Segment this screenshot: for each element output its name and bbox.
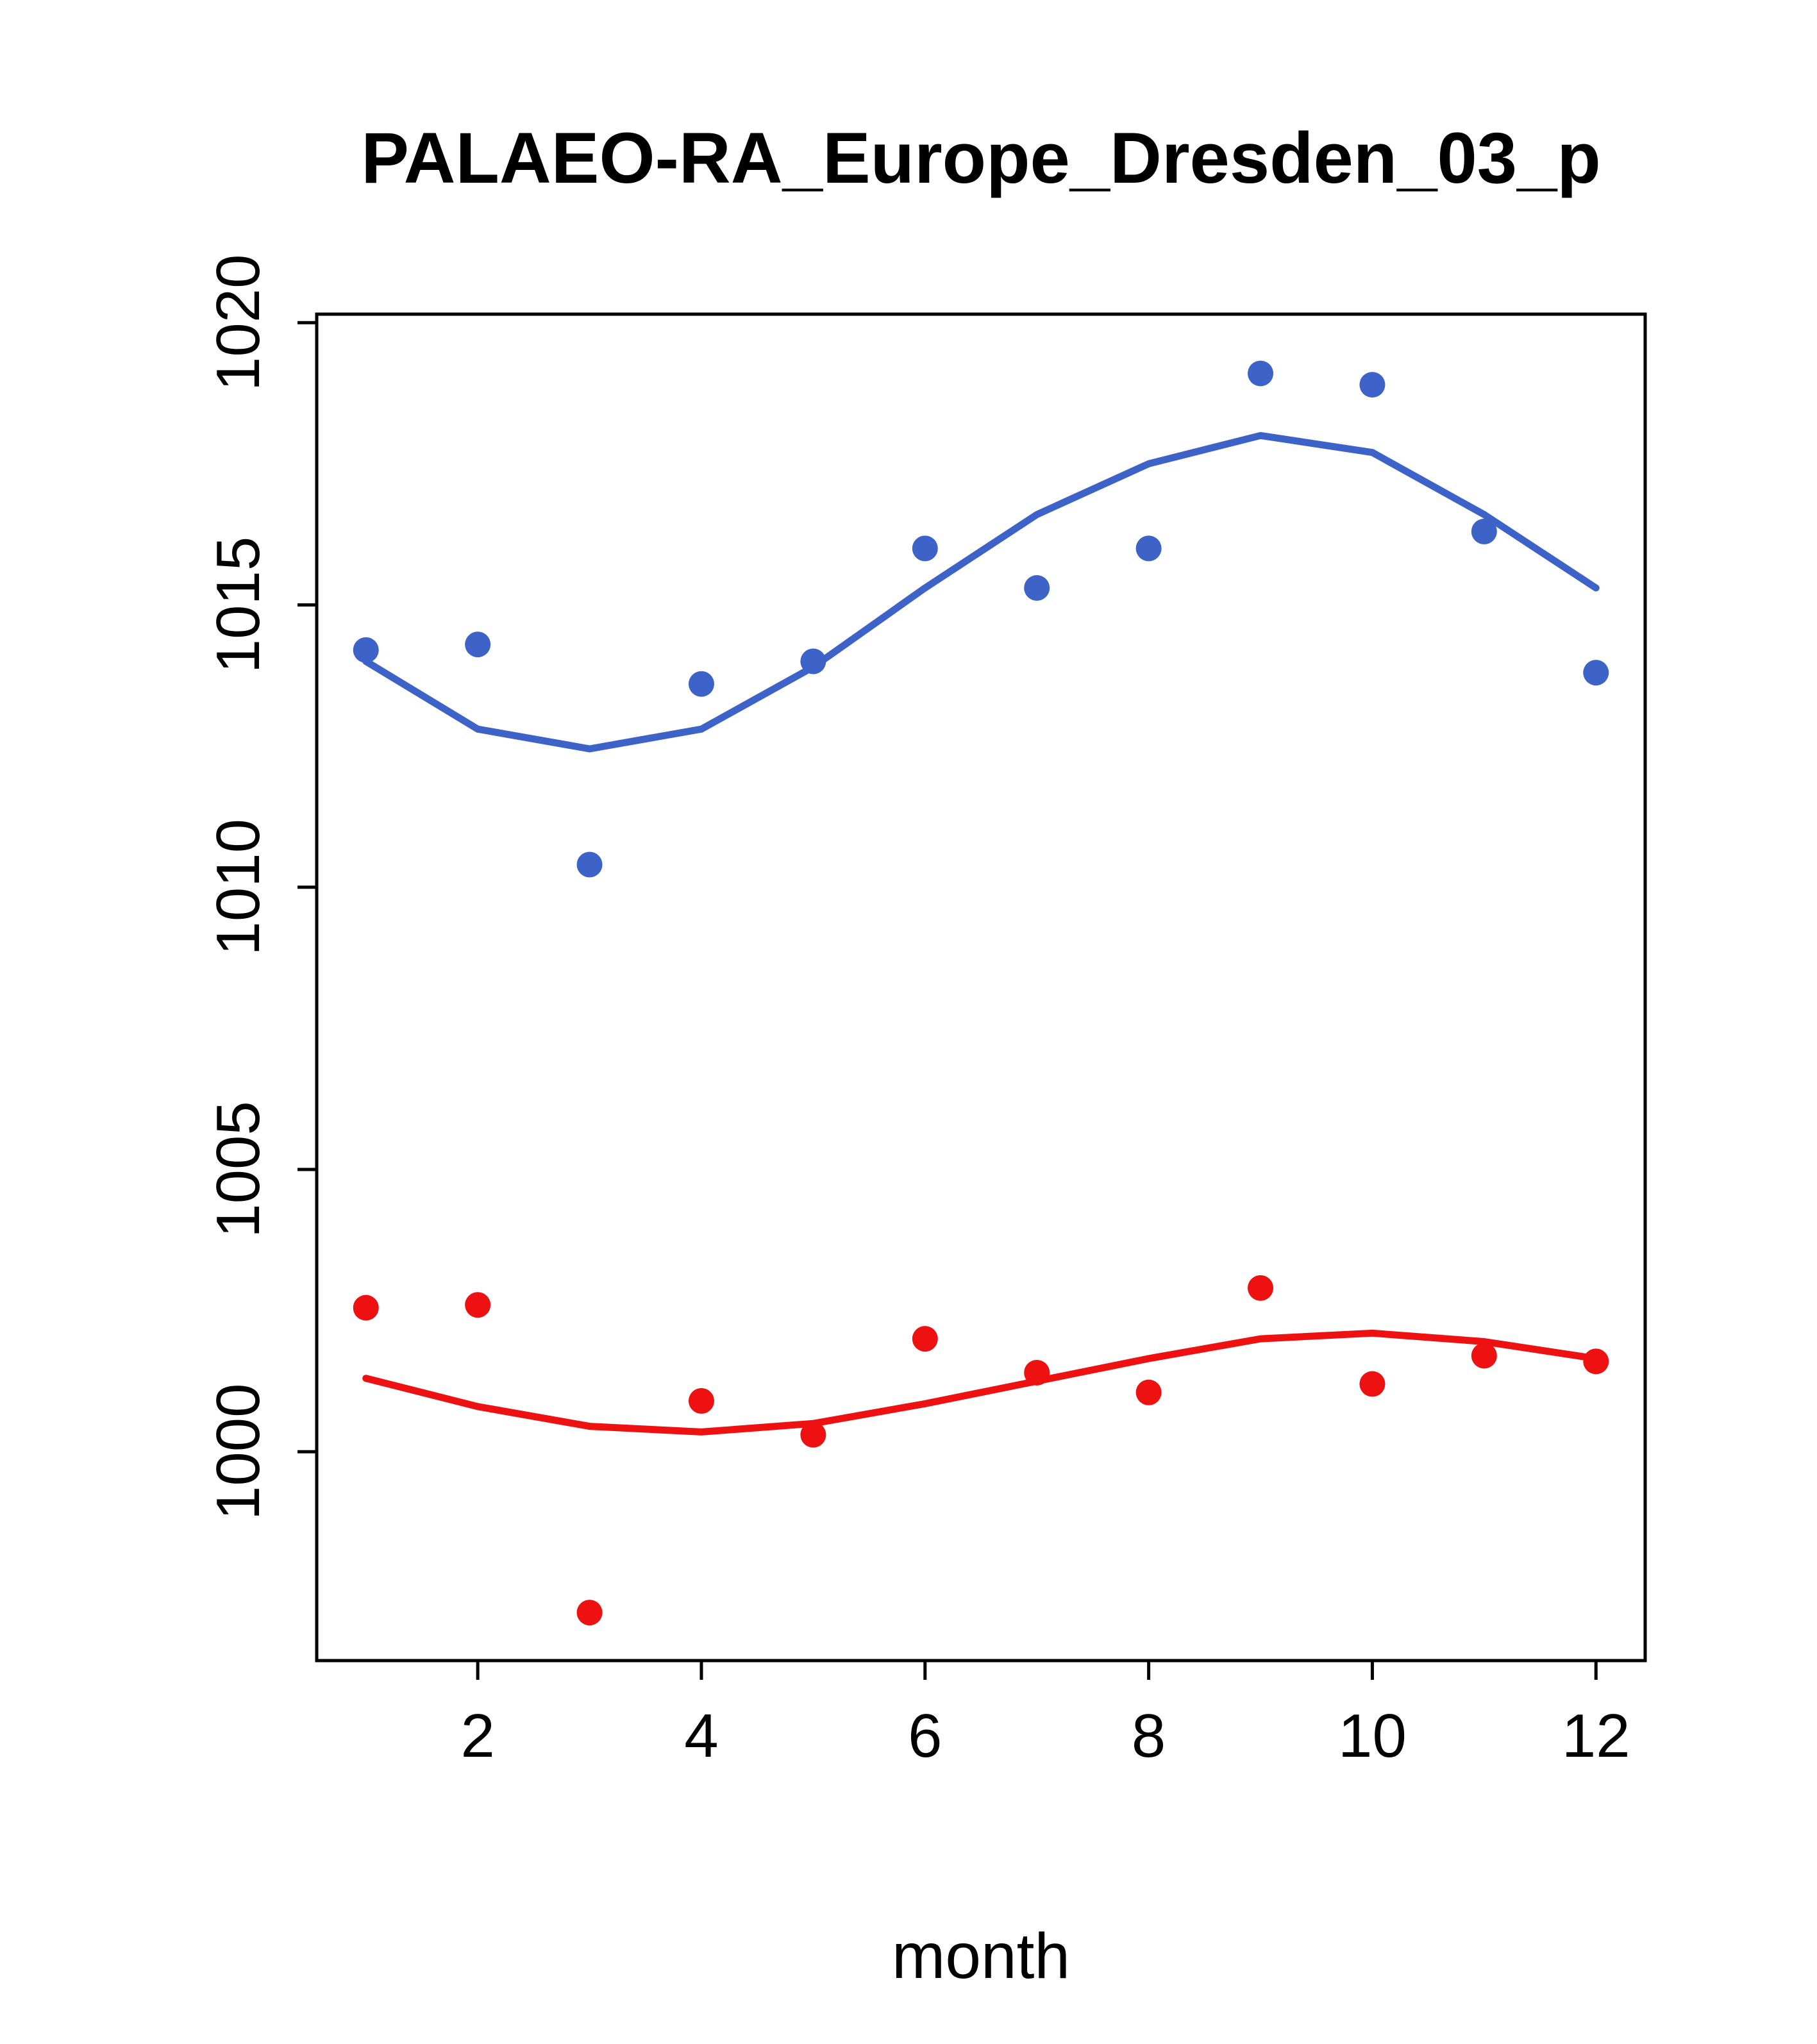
y-tick-label: 1000 bbox=[204, 1383, 272, 1520]
blue-observations-point bbox=[1248, 360, 1274, 387]
x-tick-label: 2 bbox=[460, 1702, 494, 1770]
blue-observations-point bbox=[1024, 575, 1050, 601]
red-observations-point bbox=[1135, 1379, 1162, 1405]
x-tick-label: 12 bbox=[1562, 1702, 1630, 1770]
blue-observations-point bbox=[465, 632, 491, 658]
y-tick-label: 1010 bbox=[204, 819, 272, 956]
red-observations-point bbox=[576, 1600, 603, 1626]
blue-observations-point bbox=[1359, 372, 1386, 398]
y-tick-label: 1015 bbox=[204, 537, 272, 674]
red-observations-point bbox=[465, 1292, 491, 1318]
red-observations-point bbox=[1248, 1275, 1274, 1301]
red-observations-point bbox=[1583, 1348, 1609, 1375]
blue-observations-point bbox=[912, 535, 938, 562]
red-observations-point bbox=[353, 1294, 379, 1321]
blue-observations-point bbox=[688, 671, 714, 697]
y-tick-label: 1005 bbox=[204, 1101, 272, 1238]
red-observations-point bbox=[1359, 1371, 1386, 1397]
plot-box bbox=[315, 312, 1647, 1663]
red-observations-point bbox=[1471, 1343, 1497, 1369]
red-observations-point bbox=[912, 1326, 938, 1352]
x-tick-label: 8 bbox=[1132, 1702, 1166, 1770]
plot-area: 2 4 6 8 10 12 1000 1005 1010 1015 1020 bbox=[204, 254, 1647, 1770]
blue-observations-point bbox=[1471, 518, 1497, 544]
blue-observations-point bbox=[1583, 660, 1609, 686]
x-tick-label: 4 bbox=[684, 1702, 718, 1770]
red-observations-point bbox=[688, 1387, 714, 1414]
red-smooth-fit-line bbox=[362, 1329, 1600, 1436]
x-tick-label: 6 bbox=[908, 1702, 942, 1770]
y-tick-label: 1020 bbox=[204, 254, 272, 391]
blue-observations-point bbox=[800, 648, 826, 674]
blue-observations-point bbox=[1135, 535, 1162, 562]
blue-smooth-fit-line bbox=[362, 431, 1600, 753]
red-observations-point bbox=[1024, 1359, 1050, 1386]
red-observations-point bbox=[800, 1421, 826, 1448]
x-tick-label: 10 bbox=[1338, 1702, 1407, 1770]
x-axis-title: month bbox=[892, 1920, 1070, 1992]
blue-observations-point bbox=[576, 851, 603, 878]
chart-title: PALAEO-RA_Europe_Dresden_03_p bbox=[361, 118, 1601, 198]
blue-observations-point bbox=[353, 637, 379, 663]
